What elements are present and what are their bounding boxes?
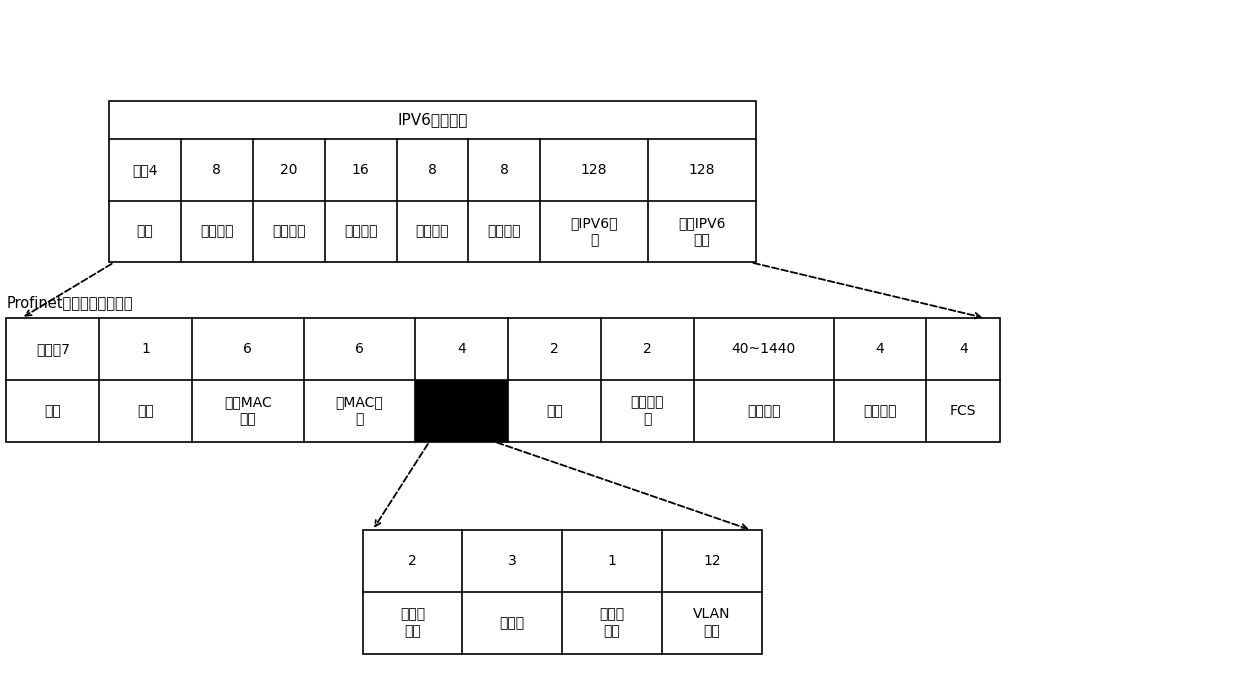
Text: 类型: 类型	[547, 404, 563, 418]
Text: 格式指
示符: 格式指 示符	[599, 607, 625, 638]
Bar	[109, 101, 755, 262]
Text: 128: 128	[688, 162, 715, 177]
Text: 源IPV6地
址: 源IPV6地 址	[570, 216, 618, 247]
Text: 12: 12	[703, 554, 720, 568]
Text: 4: 4	[875, 342, 884, 356]
Text: VLAN
标识: VLAN 标识	[693, 607, 730, 638]
Text: 8: 8	[212, 162, 222, 177]
Text: 字节：7: 字节：7	[36, 342, 69, 356]
Text: 目的IPV6
地址: 目的IPV6 地址	[678, 216, 725, 247]
Text: 分隔: 分隔	[138, 404, 154, 418]
Text: 4: 4	[959, 342, 967, 356]
Text: 优先级: 优先级	[500, 616, 525, 630]
Text: 负载长度: 负载长度	[343, 224, 377, 238]
Text: FCS: FCS	[950, 404, 976, 418]
Text: 流标签域: 流标签域	[272, 224, 305, 238]
Text: 下一报头: 下一报头	[415, 224, 449, 238]
Text: 源MAC地
址: 源MAC地 址	[336, 395, 383, 427]
Text: 8: 8	[500, 162, 508, 177]
Text: 6: 6	[243, 342, 252, 356]
Bar	[362, 530, 761, 654]
Text: 20: 20	[280, 162, 298, 177]
Bar	[6, 318, 1001, 442]
Text: 1: 1	[608, 554, 616, 568]
Text: 2: 2	[551, 342, 559, 356]
Text: 通信类别: 通信类别	[200, 224, 233, 238]
Text: 2: 2	[408, 554, 417, 568]
Text: 3: 3	[508, 554, 517, 568]
Text: 位：4: 位：4	[133, 162, 157, 177]
Text: 128: 128	[580, 162, 608, 177]
Text: 6: 6	[355, 342, 365, 356]
Text: 跳数限制: 跳数限制	[487, 224, 521, 238]
Text: 以太网
类型: 以太网 类型	[401, 607, 425, 638]
Text: 应用数据: 应用数据	[746, 404, 780, 418]
Text: 1: 1	[141, 342, 150, 356]
Text: 16: 16	[352, 162, 370, 177]
Text: 分隔: 分隔	[45, 404, 61, 418]
Text: 40~1440: 40~1440	[732, 342, 796, 356]
Text: IPV6头部结构: IPV6头部结构	[397, 112, 467, 128]
Text: 目的MAC
地址: 目的MAC 地址	[224, 395, 272, 427]
Text: 2: 2	[644, 342, 652, 356]
Text: Profinet实时以太网帧结构: Profinet实时以太网帧结构	[6, 295, 133, 310]
Text: 8: 8	[428, 162, 436, 177]
Text: 状况信息: 状况信息	[863, 404, 897, 418]
Text: 版本: 版本	[136, 224, 154, 238]
Text: 4: 4	[458, 342, 466, 356]
Bar	[415, 380, 508, 442]
Text: 应用标志
符: 应用标志 符	[631, 395, 665, 427]
